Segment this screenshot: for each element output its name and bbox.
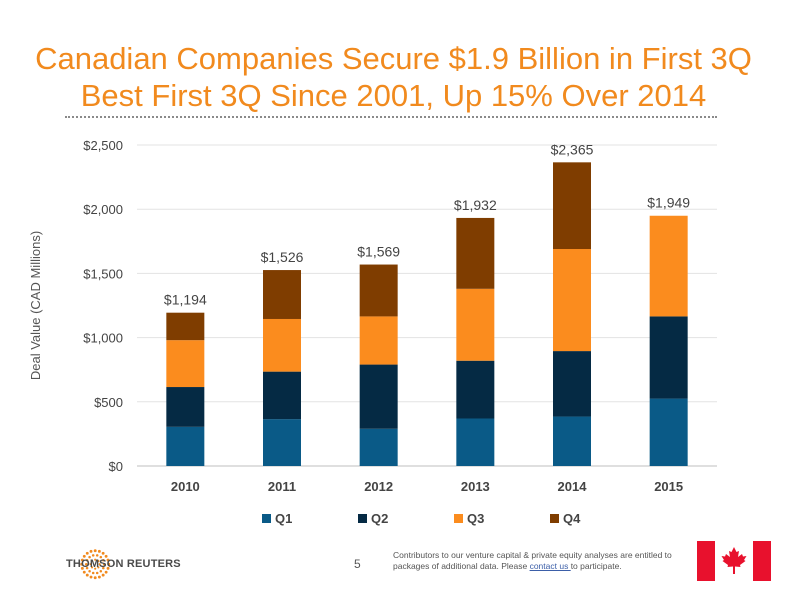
thomson-reuters-logo-icon: [80, 549, 111, 580]
brand-name: THOMSON REUTERS: [66, 558, 181, 570]
total-label: $1,949: [647, 195, 690, 211]
slide-title: Canadian Companies Secure $1.9 Billion i…: [0, 40, 787, 114]
bar-segment-q2: [553, 351, 591, 417]
x-tick-label: 2014: [558, 479, 588, 494]
bar-segment-q1: [166, 426, 205, 466]
x-tick-label: 2013: [461, 479, 490, 494]
legend-swatch-q1: [262, 514, 271, 523]
y-tick-label: $1,500: [83, 266, 123, 281]
legend-label-q2: Q2: [371, 511, 388, 526]
contact-us-link[interactable]: contact us: [529, 561, 571, 571]
legend-swatch-q4: [550, 514, 559, 523]
total-label: $1,932: [454, 197, 497, 213]
page-number: 5: [354, 557, 361, 571]
title-line-2: Best First 3Q Since 2001, Up 15% Over 20…: [80, 78, 707, 113]
title-line-1: Canadian Companies Secure $1.9 Billion i…: [35, 41, 752, 76]
legend-label-q3: Q3: [467, 511, 484, 526]
total-label: $1,194: [164, 292, 207, 308]
legend-label-q1: Q1: [275, 511, 292, 526]
bar-segment-q3: [456, 288, 495, 361]
total-label: $1,569: [357, 244, 400, 260]
title-divider: [65, 116, 717, 118]
contrib-text-end: to participate.: [570, 561, 622, 571]
bar-segment-q1: [456, 418, 495, 466]
bar-segment-q4: [553, 162, 591, 250]
bar-segment-q3: [166, 340, 205, 388]
bar-segment-q3: [553, 249, 591, 352]
y-tick-label: $0: [109, 459, 123, 474]
y-tick-label: $1,000: [83, 331, 123, 346]
legend-swatch-q2: [358, 514, 367, 523]
bar-segment-q4: [359, 264, 398, 317]
bar-segment-q2: [456, 360, 495, 419]
y-tick-label: $2,000: [83, 202, 123, 217]
bar-segment-q4: [166, 312, 205, 341]
y-tick-label: $500: [94, 395, 123, 410]
total-label: $2,365: [551, 141, 594, 157]
bar-segment-q2: [263, 371, 301, 420]
total-label: $1,526: [261, 249, 304, 265]
bar-segment-q4: [456, 217, 495, 289]
bar-segment-q1: [359, 428, 398, 466]
bar-segment-q2: [166, 387, 205, 427]
x-tick-label: 2011: [268, 479, 296, 494]
y-axis-title: Deal Value (CAD Millions): [28, 231, 43, 380]
bar-segment-q2: [359, 364, 398, 429]
legend-swatch-q3: [454, 514, 463, 523]
bar-segment-q3: [359, 316, 398, 365]
bar-segment-q3: [263, 318, 301, 372]
x-tick-label: 2010: [171, 479, 200, 494]
bar-segment-q3: [649, 215, 688, 317]
bar-segment-q1: [553, 416, 591, 466]
bar-segment-q4: [263, 270, 301, 319]
x-tick-label: 2015: [654, 479, 683, 494]
bar-segment-q2: [649, 316, 688, 399]
bar-segment-q1: [263, 419, 301, 466]
contributors-note: Contributors to our venture capital & pr…: [393, 550, 693, 572]
x-tick-label: 2012: [364, 479, 393, 494]
bar-segment-q1: [649, 398, 688, 466]
y-tick-label: $2,500: [83, 138, 123, 153]
legend-label-q4: Q4: [563, 511, 581, 526]
canada-flag-icon: [697, 541, 771, 581]
contrib-text: Contributors to our venture capital & pr…: [393, 550, 672, 571]
